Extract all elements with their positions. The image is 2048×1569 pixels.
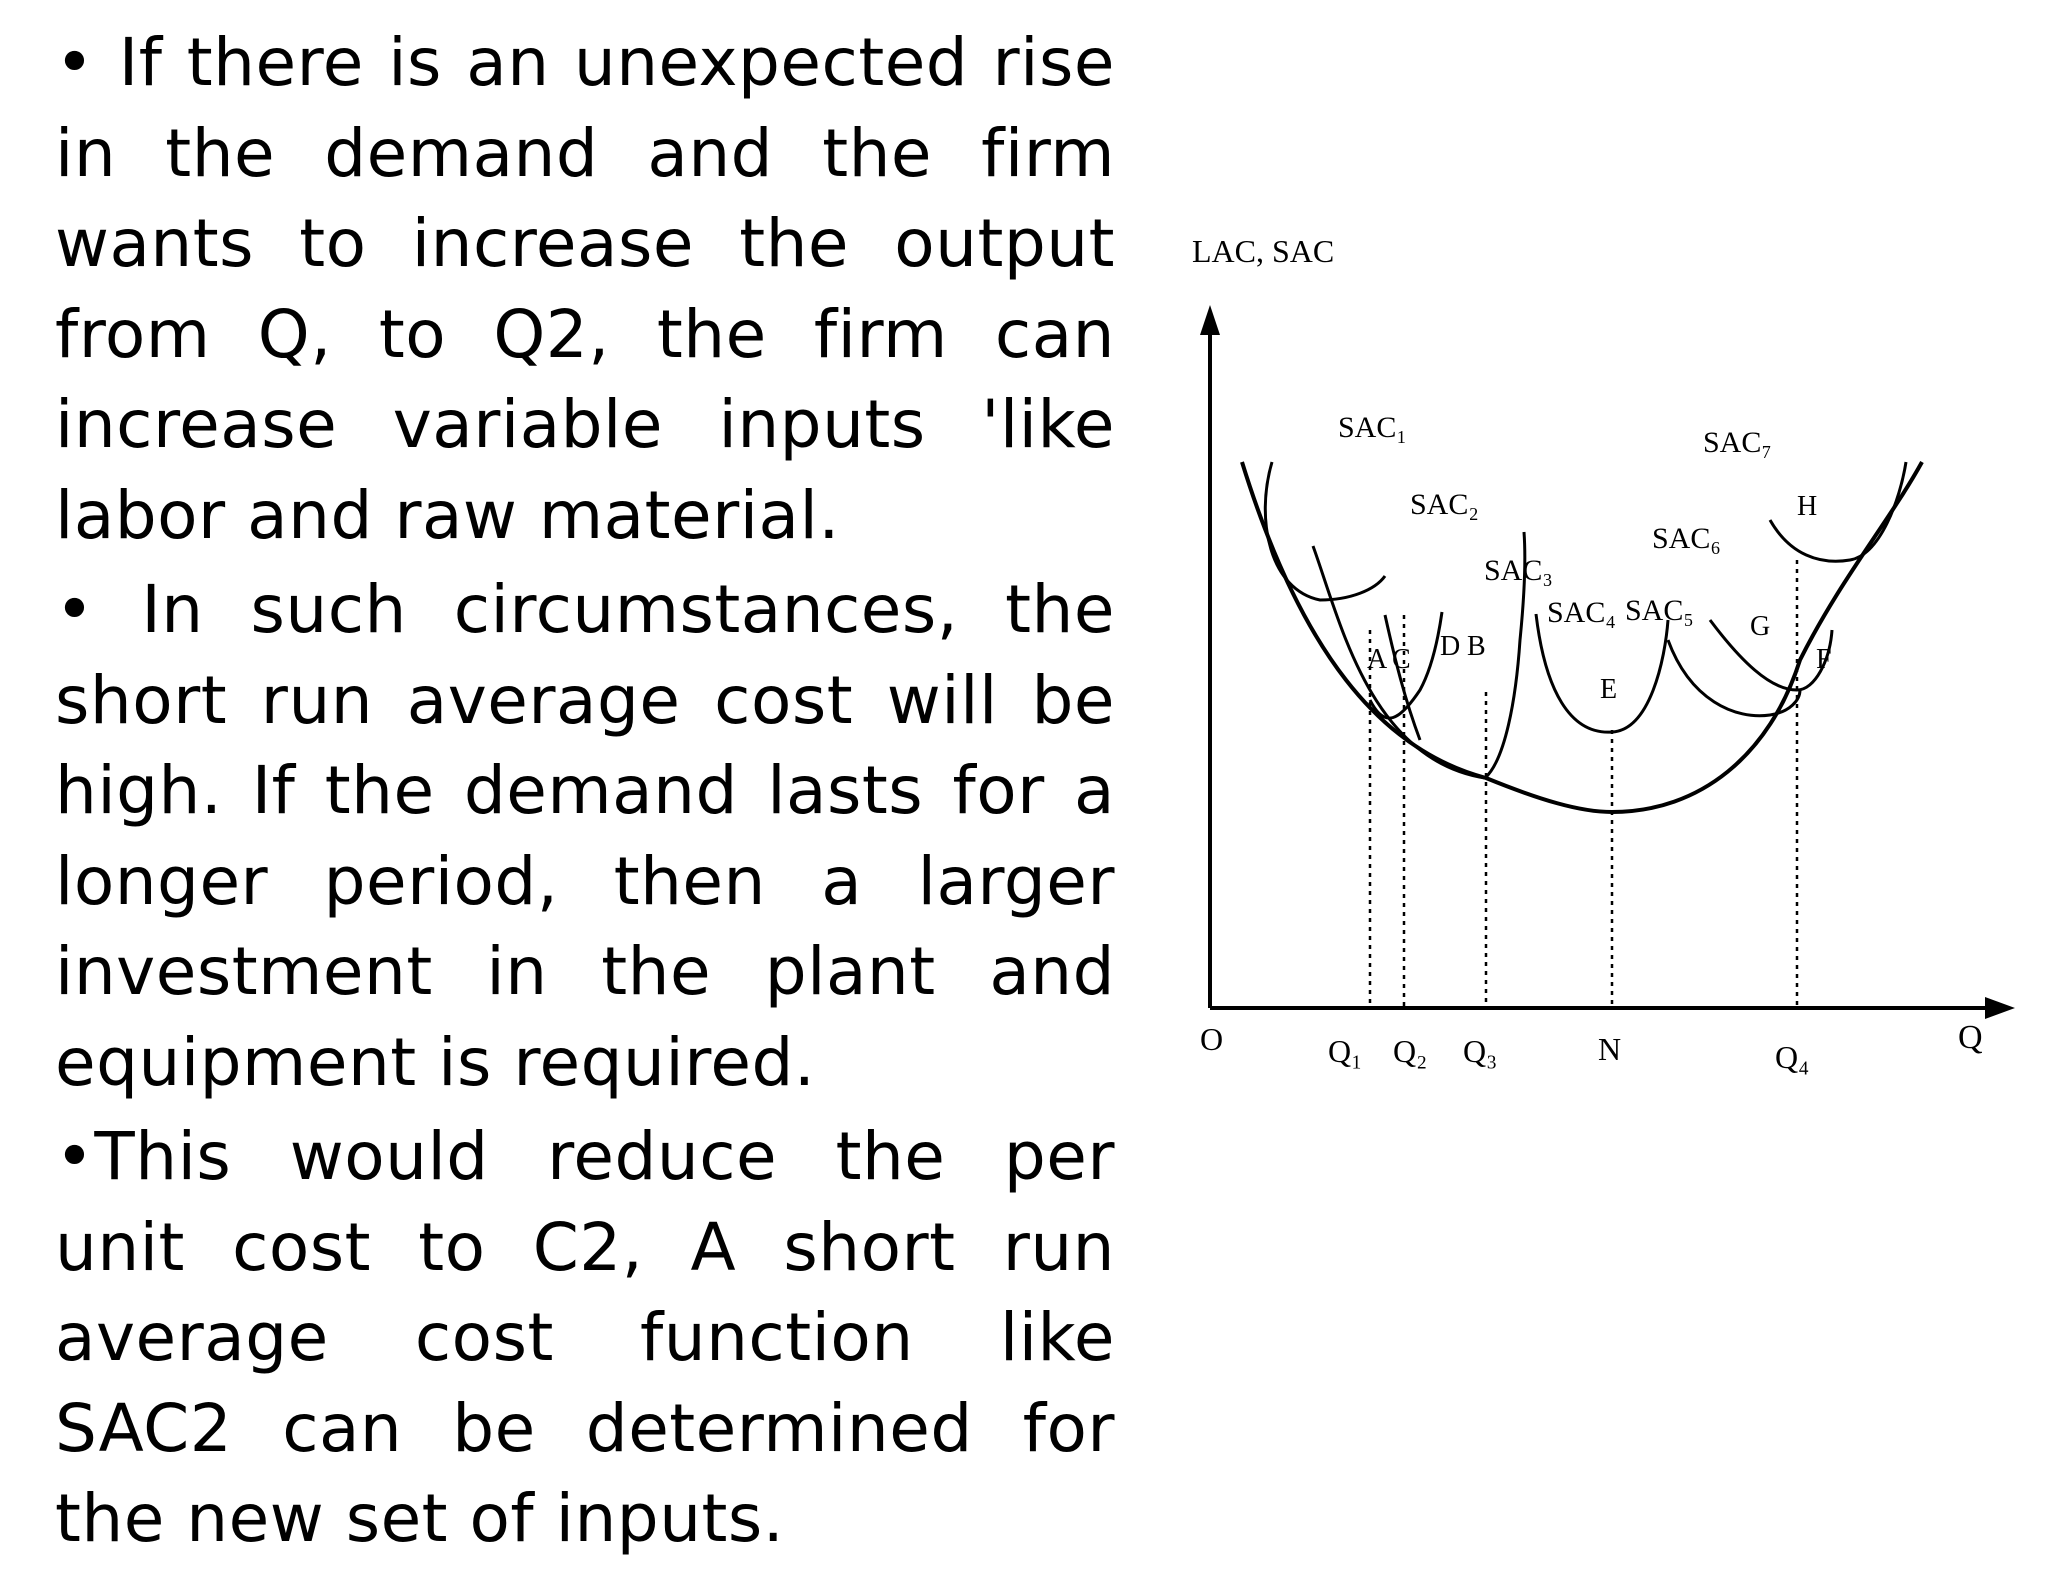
sac7-label: SAC₇ [1703,426,1772,459]
x-tick-n: N [1598,1031,1621,1067]
cost-curves-diagram: LAC, SAC Q O Q₁ Q₂ Q₃ N Q₄ SAC₁ SAC₂ SAC… [1192,233,2015,1075]
point-label-g: G [1750,611,1770,642]
sac3-curve [1368,611,1444,720]
point-label-h: H [1797,491,1817,522]
sac3-label: SAC₃ [1484,554,1553,587]
y-axis-arrow [1200,305,1220,335]
bullet-paragraph-3: •This would reduce the per unit cost to … [55,1118,1115,1557]
point-label-f: F [1816,644,1832,675]
x-tick-q1: Q₁ [1328,1033,1362,1069]
sac-helper-curve [1383,614,1422,741]
bullet-paragraph-2: • In such circumstances, the short run a… [55,571,1115,1101]
lac-curve [1240,461,1924,815]
sac6-label: SAC₆ [1652,522,1721,555]
sac1-curve [1263,461,1387,602]
sac5-curve [1666,639,1802,718]
point-label-a: A [1367,644,1388,675]
sac2-curve [1311,531,1527,780]
sac6-curve [1708,619,1834,692]
x-axis-arrow [1985,997,2015,1019]
point-label-c: C [1392,644,1411,675]
y-axis-label: LAC, SAC [1192,233,1334,269]
point-label-b: B [1467,631,1486,662]
point-label-d: D [1440,631,1460,662]
sac4-curve [1534,613,1670,734]
text-column: • If there is an unexpected rise in the … [55,18,1115,1569]
point-label-e: E [1600,674,1617,705]
origin-label: O [1200,1021,1223,1057]
sac7-curve [1768,461,1908,563]
sac5-label: SAC₅ [1625,594,1694,627]
sac1-label: SAC₁ [1338,411,1407,444]
sac4-label: SAC₄ [1547,596,1616,629]
x-tick-q2: Q₂ [1393,1033,1427,1069]
x-tick-q4: Q₄ [1775,1039,1809,1075]
sac2-label: SAC₂ [1410,488,1479,521]
x-axis-label: Q [1958,1019,1983,1056]
bullet-paragraph-1: • If there is an unexpected rise in the … [55,24,1115,554]
x-tick-q3: Q₃ [1463,1033,1497,1069]
